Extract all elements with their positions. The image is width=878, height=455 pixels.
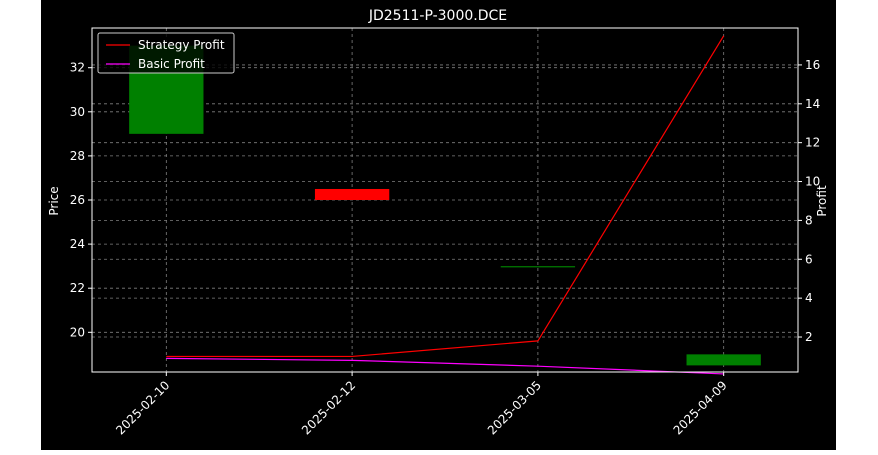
y-tick-label: 22 xyxy=(70,281,85,295)
y2-tick-label: 12 xyxy=(805,136,820,150)
legend: Strategy Profit Basic Profit xyxy=(97,32,235,74)
candles-layer xyxy=(129,45,761,366)
chart-title: JD2511-P-3000.DCE xyxy=(368,8,507,24)
y2-tick-label: 10 xyxy=(805,175,820,189)
candle-body xyxy=(314,188,390,200)
x-tick-label: 2025-03-05 xyxy=(485,378,544,437)
y2-tick-label: 14 xyxy=(805,97,820,111)
y2-axis-label: Profit xyxy=(815,185,829,217)
profit-lines-layer xyxy=(166,35,725,375)
chart-figure: JD2511-P-3000.DCE Price Profit 20 22 24 26 2… xyxy=(41,0,836,450)
grid-layer xyxy=(92,28,798,372)
y2-tick-label: 8 xyxy=(805,213,813,227)
x-tick-label: 2025-04-09 xyxy=(671,378,730,437)
x-tick-label: 2025-02-12 xyxy=(299,378,358,437)
candle-body xyxy=(686,354,761,366)
legend-label: Strategy Profit xyxy=(138,38,225,52)
legend-label: Basic Profit xyxy=(138,57,205,71)
y-axis-label: Price xyxy=(47,186,61,215)
candle-body xyxy=(500,266,576,268)
y2-tick-label: 2 xyxy=(805,330,813,344)
profit-line-basic xyxy=(166,357,724,375)
y-tick-label: 26 xyxy=(70,193,85,207)
y2-tick-label: 6 xyxy=(805,252,813,266)
x-tick-label: 2025-02-10 xyxy=(113,378,172,437)
legend-box xyxy=(97,32,235,74)
y-tick-label: 30 xyxy=(70,105,85,119)
y-tick-label: 20 xyxy=(70,325,85,339)
y-tick-label: 24 xyxy=(70,237,85,251)
y-tick-label: 32 xyxy=(70,61,85,75)
chart-svg: JD2511-P-3000.DCE Price Profit 202224262… xyxy=(47,8,829,437)
y-tick-label: 28 xyxy=(70,149,85,163)
y2-tick-label: 16 xyxy=(805,58,820,72)
y2-tick-label: 4 xyxy=(805,291,813,305)
profit-line-strategy xyxy=(166,35,725,358)
